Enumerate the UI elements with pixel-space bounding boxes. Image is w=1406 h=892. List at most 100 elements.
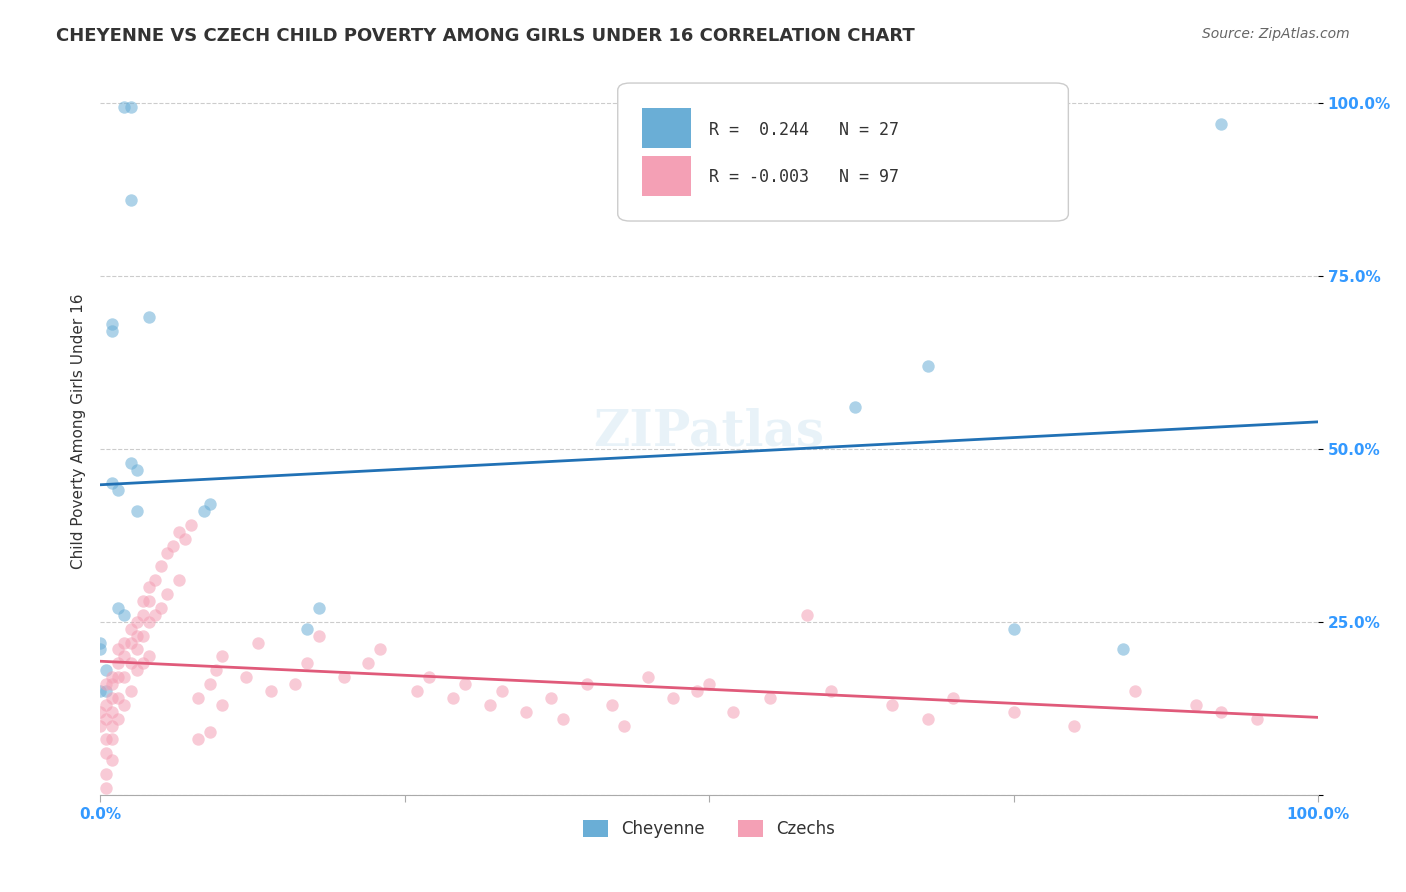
Point [211,649,233,664]
Point [295,657,318,671]
Point [198,677,221,691]
Point [880,698,903,712]
Point [89,684,111,698]
Point [540,690,562,705]
Point [697,677,720,691]
Point [917,359,939,373]
Point [107,657,129,671]
Point [600,698,623,712]
Point [96,767,118,781]
Point [169,574,191,588]
Point [125,642,148,657]
Point [114,649,136,664]
Point [96,780,118,795]
Point [89,705,111,719]
Point [101,670,124,684]
Point [332,670,354,684]
Point [169,524,191,539]
Bar [643,156,690,195]
Point [120,657,142,671]
Point [101,324,124,338]
Point [661,690,683,705]
Point [120,635,142,649]
Point [1002,705,1025,719]
Point [132,629,155,643]
Point [125,615,148,629]
Point [368,642,391,657]
Point [308,601,330,615]
Point [138,310,160,325]
Point [308,629,330,643]
Point [187,690,209,705]
Point [1246,712,1268,726]
Point [1185,698,1208,712]
Text: R =  0.244   N = 27: R = 0.244 N = 27 [709,121,898,139]
Point [637,670,659,684]
Point [125,663,148,677]
Point [96,663,118,677]
Point [107,690,129,705]
Point [96,698,118,712]
Point [198,497,221,511]
Point [107,642,129,657]
Point [235,670,257,684]
Point [101,732,124,747]
Point [132,657,155,671]
Point [107,601,129,615]
Point [454,677,477,691]
Point [284,677,307,691]
Point [150,601,173,615]
Text: Source: ZipAtlas.com: Source: ZipAtlas.com [1202,27,1350,41]
Point [759,690,782,705]
Point [132,607,155,622]
Point [120,99,142,113]
Point [114,670,136,684]
Point [1209,705,1232,719]
Point [405,684,427,698]
Point [101,705,124,719]
Point [247,635,270,649]
Point [259,684,281,698]
Point [96,684,118,698]
Point [138,594,160,608]
Point [551,712,574,726]
Text: R = -0.003   N = 97: R = -0.003 N = 97 [709,169,898,186]
Point [96,677,118,691]
Point [162,539,184,553]
Point [156,546,179,560]
Point [1002,622,1025,636]
Point [125,463,148,477]
Point [101,677,124,691]
Point [120,456,142,470]
Point [515,705,537,719]
Point [125,504,148,518]
Point [101,318,124,332]
Point [820,684,842,698]
Point [101,753,124,767]
Point [1063,718,1085,732]
Text: CHEYENNE VS CZECH CHILD POVERTY AMONG GIRLS UNDER 16 CORRELATION CHART: CHEYENNE VS CZECH CHILD POVERTY AMONG GI… [56,27,915,45]
Point [723,705,745,719]
Point [114,698,136,712]
Point [1209,117,1232,131]
Point [198,725,221,739]
Point [107,712,129,726]
Point [114,607,136,622]
FancyBboxPatch shape [617,83,1069,221]
Point [686,684,709,698]
Y-axis label: Child Poverty Among Girls Under 16: Child Poverty Among Girls Under 16 [72,293,86,569]
Point [101,476,124,491]
Point [844,401,866,415]
Bar [643,109,690,148]
Point [143,574,166,588]
Point [205,663,228,677]
Point [1123,684,1146,698]
Point [491,684,513,698]
Point [143,607,166,622]
Point [120,193,142,207]
Point [917,712,939,726]
Point [942,690,965,705]
Point [150,559,173,574]
Point [211,698,233,712]
Point [89,642,111,657]
